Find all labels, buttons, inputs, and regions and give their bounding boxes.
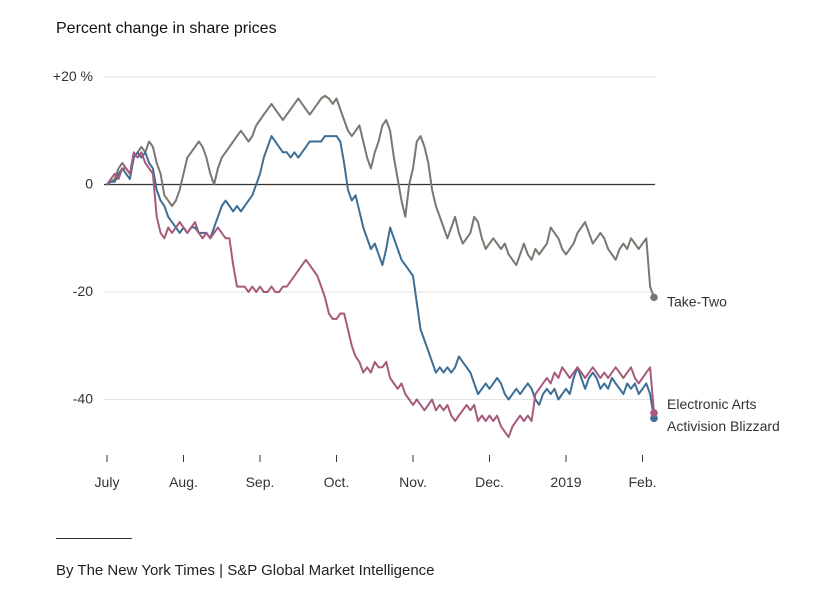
y-tick-label: +20 %	[53, 68, 93, 84]
x-tick-label: Oct.	[324, 474, 350, 490]
chart-title: Percent change in share prices	[56, 20, 277, 37]
end-dot-electronic-arts	[650, 409, 658, 417]
series-line-electronic-arts	[106, 151, 655, 439]
x-tick-label: Dec.	[475, 474, 504, 490]
x-tick-label: Feb.	[628, 474, 656, 490]
series-line-take-two	[106, 94, 655, 299]
source-credit: By The New York Times | S&P Global Marke…	[56, 562, 435, 579]
end-dot-take-two	[650, 293, 658, 302]
series-end-label: Take-Two	[667, 293, 727, 309]
series-end-label: Activision Blizzard	[667, 418, 780, 434]
series-end-label: Electronic Arts	[667, 396, 756, 412]
y-tick-label: -40	[73, 391, 93, 407]
x-tick-label: Sep.	[246, 474, 275, 490]
x-tick-label: Nov.	[399, 474, 427, 490]
source-divider	[56, 538, 132, 539]
x-tick-label: 2019	[550, 474, 581, 490]
y-tick-label: 0	[85, 176, 93, 192]
end-dot-activision-blizzard	[650, 414, 658, 423]
x-tick-label: Aug.	[169, 474, 198, 490]
y-tick-label: -20	[73, 283, 93, 299]
x-tick-label: July	[95, 474, 120, 490]
